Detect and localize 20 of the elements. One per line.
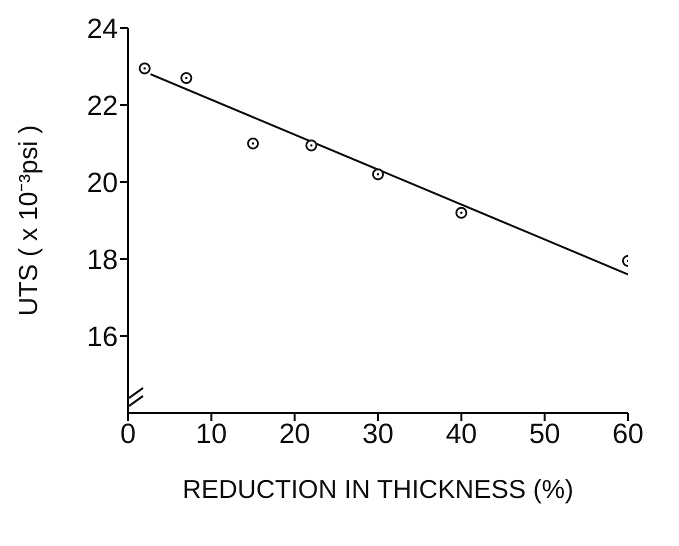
x-tick-label: 50 [529, 418, 560, 449]
y-tick-label: 20 [86, 166, 118, 198]
x-tick-label: 10 [196, 418, 227, 449]
x-axis-title: REDUCTION IN THICKNESS (%) [182, 474, 574, 504]
point [455, 206, 468, 219]
x-tick-label: 60 [612, 418, 644, 449]
y-tick-label: 16 [86, 320, 118, 352]
point [138, 62, 151, 74]
point [372, 168, 384, 180]
x-tick-label: 30 [362, 418, 394, 449]
point [305, 140, 318, 152]
x-tick-label: 40 [446, 418, 477, 449]
y-axis-title: UTS ( x 10⁻³psi ) [13, 124, 44, 316]
y-tick-label: 18 [86, 244, 118, 275]
point [180, 72, 192, 84]
x-tick-label: 20 [279, 418, 310, 449]
y-tick-label: 22 [86, 90, 118, 121]
point [247, 138, 259, 150]
y-tick-label: 24 [86, 12, 118, 44]
x-tick-label: 0 [120, 418, 136, 449]
